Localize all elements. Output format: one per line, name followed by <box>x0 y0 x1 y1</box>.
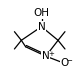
Text: +: + <box>48 51 54 57</box>
Text: N: N <box>42 51 50 61</box>
Text: OH: OH <box>34 8 49 18</box>
Text: −: − <box>66 58 72 64</box>
Text: O: O <box>60 58 69 68</box>
Text: N: N <box>38 22 45 32</box>
